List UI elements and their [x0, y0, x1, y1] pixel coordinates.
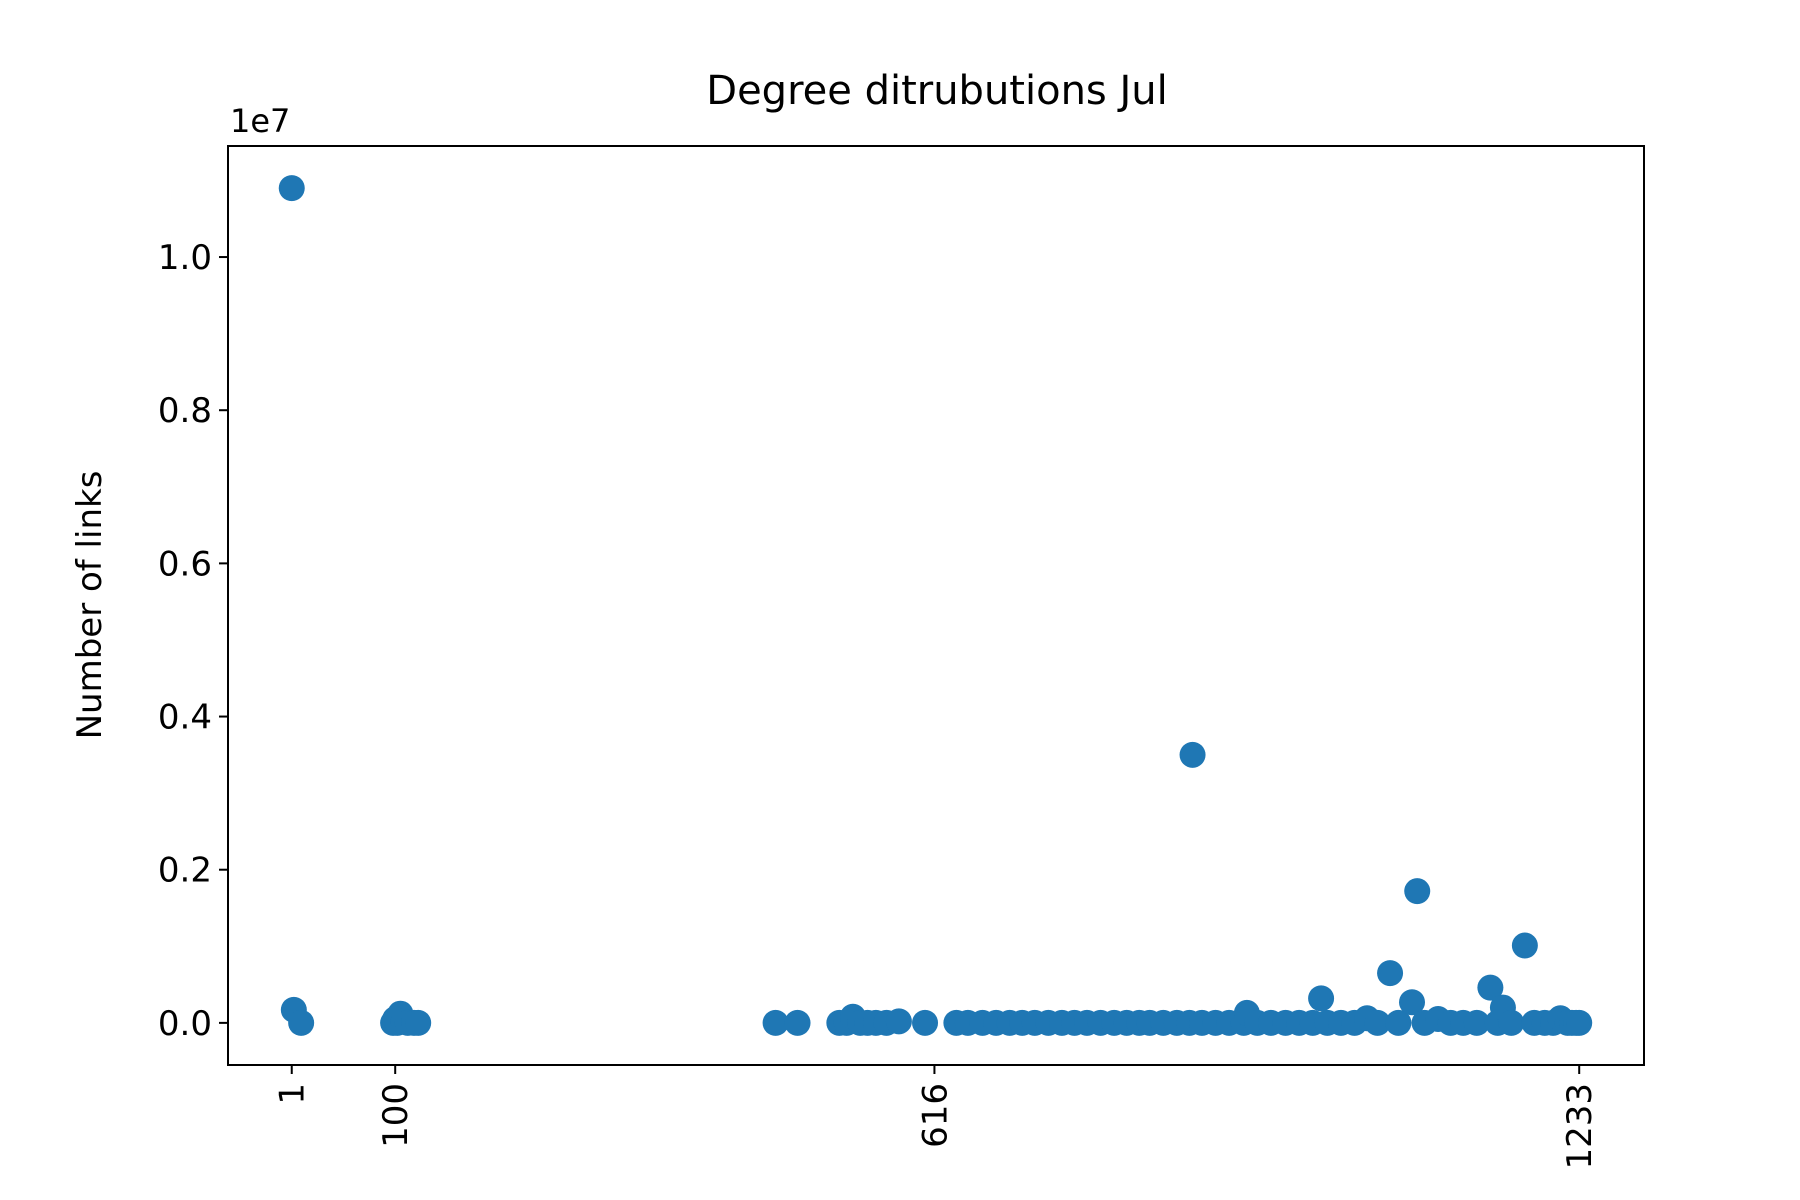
x-ticks: 1 100 616 1233: [273, 1065, 1600, 1170]
x-tick-label: 1233: [1560, 1083, 1600, 1170]
data-point: [912, 1009, 939, 1036]
data-point: [1566, 1009, 1593, 1036]
data-point: [1399, 989, 1426, 1016]
data-point: [1463, 1009, 1490, 1036]
x-tick-label: 1: [273, 1083, 313, 1105]
y-tick-label: 1.0: [158, 238, 212, 278]
data-point: [762, 1009, 789, 1036]
y-tick-label: 0.2: [158, 851, 212, 891]
data-point: [1364, 1009, 1391, 1036]
data-point: [1377, 960, 1404, 987]
y-axis-label: Number of links: [70, 471, 110, 740]
data-point: [784, 1009, 811, 1036]
y-tick-label: 0.4: [158, 698, 212, 738]
y-tick-label: 0.8: [158, 391, 212, 431]
plot-frame: [227, 145, 1645, 1066]
y-tick-label: 0.6: [158, 544, 212, 584]
data-point: [1498, 1009, 1525, 1036]
y-axis-offset-label: 1e7: [230, 102, 290, 140]
data-point: [1511, 932, 1538, 959]
data-point: [1477, 974, 1504, 1001]
y-ticks: 0.0 0.2 0.4 0.6 0.8 1.0: [158, 238, 228, 1044]
data-point: [1308, 985, 1335, 1012]
x-tick-label: 100: [376, 1083, 416, 1148]
data-point: [288, 1009, 315, 1036]
data-point: [1385, 1009, 1412, 1036]
y-tick-label: 0.0: [158, 1004, 212, 1044]
data-point: [885, 1008, 912, 1035]
chart-title: Degree ditrubutions Jul: [706, 68, 1167, 114]
x-tick-label: 616: [915, 1083, 955, 1148]
data-point: [1179, 741, 1206, 768]
data-point: [1404, 878, 1431, 905]
data-point: [278, 175, 305, 202]
scatter-points: [278, 175, 1593, 1036]
data-point: [405, 1009, 432, 1036]
